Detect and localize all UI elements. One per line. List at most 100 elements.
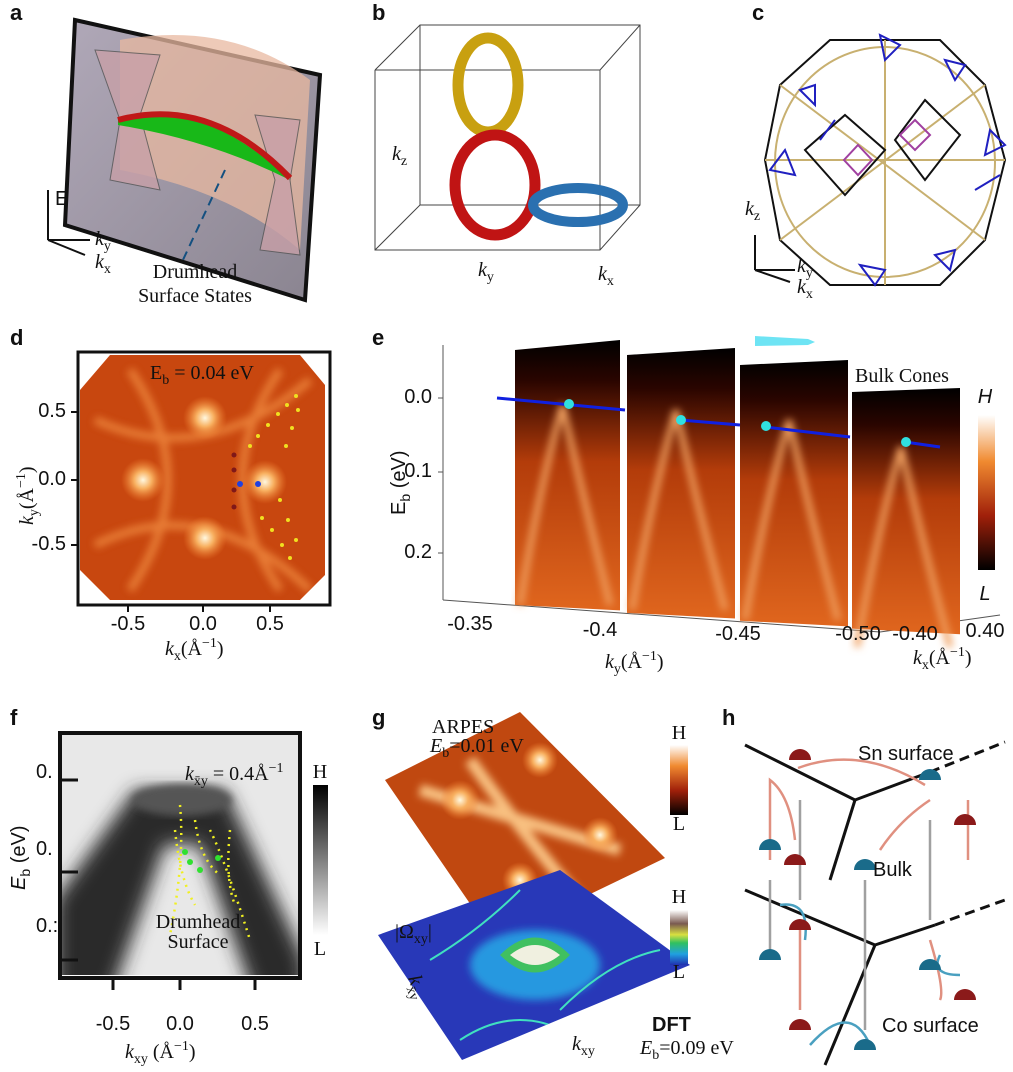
energy-label: Eb=0.01 eV bbox=[429, 735, 524, 761]
y-axis-label-part: E bbox=[388, 502, 410, 515]
atom bbox=[784, 854, 806, 865]
axis-label: ky bbox=[478, 259, 494, 285]
axis-label: kx bbox=[95, 251, 111, 277]
x-axis-label-part: (Å bbox=[148, 1041, 175, 1063]
cone bbox=[254, 114, 301, 256]
x-axis-label-part: (Å bbox=[621, 651, 643, 673]
energy-label-part: b bbox=[162, 373, 169, 388]
axis-label-part: k bbox=[598, 263, 608, 285]
x-tick-label: -0.5 bbox=[96, 1013, 130, 1035]
atom bbox=[954, 814, 976, 825]
axis-label-part: k bbox=[572, 1033, 582, 1055]
panel-letter: a bbox=[10, 0, 23, 25]
title-part: = 0.4Å bbox=[208, 763, 269, 785]
colorbar-label: L bbox=[979, 583, 990, 605]
y-axis-label-part: E bbox=[8, 876, 30, 890]
panel-d bbox=[71, 350, 332, 612]
axis-label: kx bbox=[797, 276, 813, 302]
pointer bbox=[181, 169, 226, 263]
x-axis-label: kx(Å−1) bbox=[913, 645, 972, 673]
title-part: xy bbox=[414, 932, 428, 947]
y-tick-label: 0.5 bbox=[38, 400, 66, 422]
panel-g bbox=[378, 712, 690, 1060]
y-axis-label-part: ) bbox=[16, 466, 38, 473]
x-axis-label-part: (Å bbox=[929, 647, 951, 669]
band bbox=[742, 419, 841, 621]
panel-letter: f bbox=[10, 705, 18, 730]
panel-c bbox=[754, 33, 1007, 287]
x-tick-label: -0.5 bbox=[111, 613, 145, 635]
x-axis-label-part: −1 bbox=[202, 636, 217, 651]
colorbar-label: H bbox=[313, 761, 327, 783]
axes bbox=[47, 190, 90, 256]
x-axis-label-part: k bbox=[605, 651, 615, 673]
annotation: Bulk Cones bbox=[855, 365, 949, 387]
axis-label-part: xy bbox=[581, 1044, 595, 1059]
x-tick-label: -0.40 bbox=[892, 623, 938, 645]
energy-label-part: E bbox=[639, 1037, 652, 1059]
y-tick-label: 0.1 bbox=[404, 460, 432, 482]
axis-label-part: k bbox=[478, 259, 488, 281]
panel-e bbox=[438, 336, 1001, 648]
y-axis-label: ky(Å−1) bbox=[14, 466, 42, 525]
atom bbox=[789, 919, 811, 930]
axis-label-part: k bbox=[797, 255, 807, 277]
x-axis-label-part: ) bbox=[657, 651, 664, 673]
drumhead bbox=[118, 114, 290, 180]
title-part: −1 bbox=[269, 761, 284, 776]
ring bbox=[528, 183, 628, 227]
axis-label: E bbox=[55, 188, 68, 210]
x-axis-label-part: xy bbox=[134, 1052, 148, 1067]
x-axis-label-part: ) bbox=[965, 647, 972, 669]
axis-label-part: k bbox=[745, 198, 755, 220]
colorbar-label: L bbox=[673, 813, 685, 835]
axis-label: kx bbox=[598, 263, 614, 289]
energy-label-part: E bbox=[429, 735, 442, 757]
x-tick-label: 0.5 bbox=[256, 613, 284, 635]
energy-label-part: =0.09 eV bbox=[659, 1037, 734, 1059]
ring bbox=[449, 129, 541, 241]
band bbox=[854, 446, 953, 648]
axis-label-part: x bbox=[607, 274, 614, 289]
x-tick-label: 0.40 bbox=[966, 620, 1005, 642]
x-axis-label-part: k bbox=[125, 1041, 135, 1063]
panel-letter: c bbox=[752, 0, 764, 25]
title: kx̄y = 0.4Å−1 bbox=[185, 761, 284, 789]
annotation: Surface bbox=[167, 931, 228, 953]
panel-a bbox=[47, 17, 323, 303]
axis-label-part: k bbox=[797, 276, 807, 298]
cut-line bbox=[679, 418, 741, 427]
caption: Drumhead bbox=[153, 261, 237, 283]
axis-label-part: y bbox=[806, 266, 813, 281]
x-axis-label-part: (Å bbox=[181, 638, 203, 660]
atom bbox=[919, 769, 941, 780]
energy-label-part: =0.01 eV bbox=[449, 735, 524, 757]
y-axis-label: Eb (eV) bbox=[388, 451, 413, 515]
axis-label: kz bbox=[392, 143, 407, 169]
annotation: Drumhead bbox=[156, 911, 240, 933]
x-axis-label: ky(Å−1) bbox=[605, 649, 664, 677]
panel-f bbox=[58, 731, 328, 990]
axis-label: ky bbox=[95, 228, 111, 254]
axis-label-part: z bbox=[401, 154, 407, 169]
y-axis-label-part: (eV) bbox=[8, 826, 30, 869]
x-axis-label-part: ) bbox=[189, 1041, 196, 1063]
cut-line bbox=[496, 396, 626, 412]
energy-label-part: b bbox=[652, 1048, 659, 1063]
dirac-point bbox=[901, 437, 911, 447]
title: ARPES bbox=[432, 716, 494, 738]
x-tick-label: -0.50 bbox=[835, 623, 881, 645]
y-axis-label-part: b bbox=[397, 494, 413, 502]
y-tick-label: 0.2 bbox=[404, 541, 432, 563]
y-tick-label: 0.0 bbox=[404, 386, 432, 408]
caption: Surface States bbox=[138, 285, 252, 307]
method-label: DFT bbox=[652, 1014, 691, 1036]
atom bbox=[789, 1019, 811, 1030]
axis-label-part: x bbox=[806, 287, 813, 302]
y-axis-label: Eb (eV) bbox=[8, 826, 33, 890]
x-axis-label: kxy (Å−1) bbox=[125, 1039, 196, 1067]
y-tick-label: 0.0 bbox=[38, 468, 66, 490]
energy-label: Eb = 0.04 eV bbox=[150, 362, 254, 388]
atom bbox=[954, 989, 976, 1000]
dirac-point bbox=[676, 415, 686, 425]
